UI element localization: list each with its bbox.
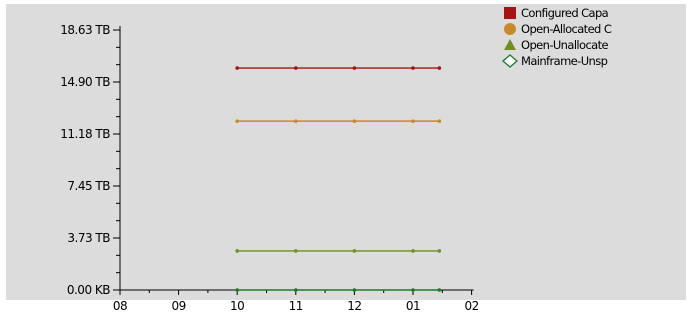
- y-tick-label: 18.63 TB: [60, 23, 110, 37]
- y-tick-label: 7.45 TB: [67, 179, 110, 193]
- series-point-1: [294, 119, 298, 123]
- series-point-1: [437, 119, 442, 123]
- series-point-2: [411, 249, 415, 253]
- series-point-0: [235, 66, 239, 70]
- y-tick-label: 11.18 TB: [60, 127, 110, 141]
- x-tick-label: 01: [406, 299, 420, 313]
- series-point-2: [352, 249, 357, 253]
- x-tick-label: 11: [289, 299, 303, 313]
- x-tick-label: 08: [113, 299, 127, 313]
- legend-label: Mainframe-Unsp: [521, 54, 608, 68]
- series-point-3: [235, 288, 239, 292]
- legend-marker-diamond: [502, 54, 518, 68]
- series-point-2: [437, 249, 442, 253]
- series-point-0: [352, 66, 357, 70]
- x-tick-label: 10: [230, 299, 244, 313]
- legend-label: Open-Allocated C: [521, 22, 612, 36]
- legend-label: Open-Unallocate: [521, 38, 609, 52]
- series-point-0: [411, 66, 415, 70]
- series-point-3: [411, 288, 415, 292]
- y-tick-label: 14.90 TB: [60, 75, 110, 89]
- legend-marker-square: [504, 7, 516, 19]
- series-point-1: [411, 119, 415, 123]
- series-point-1: [235, 119, 239, 123]
- series-point-0: [437, 66, 442, 70]
- series-point-2: [235, 249, 239, 253]
- series-point-1: [352, 119, 357, 123]
- x-tick-label: 02: [464, 299, 478, 313]
- series-point-3: [352, 288, 357, 292]
- legend-label: Configured Capa: [521, 6, 608, 20]
- x-tick-label: 12: [347, 299, 361, 313]
- legend-marker-triangle: [504, 39, 516, 50]
- series-point-0: [294, 66, 298, 70]
- y-tick-label: 3.73 TB: [67, 231, 110, 245]
- series-point-2: [294, 249, 298, 253]
- legend-marker-circle: [504, 23, 516, 35]
- y-tick-label: 0.00 KB: [67, 283, 110, 297]
- series-point-3: [437, 288, 442, 292]
- series-point-3: [294, 288, 298, 292]
- x-tick-label: 09: [171, 299, 185, 313]
